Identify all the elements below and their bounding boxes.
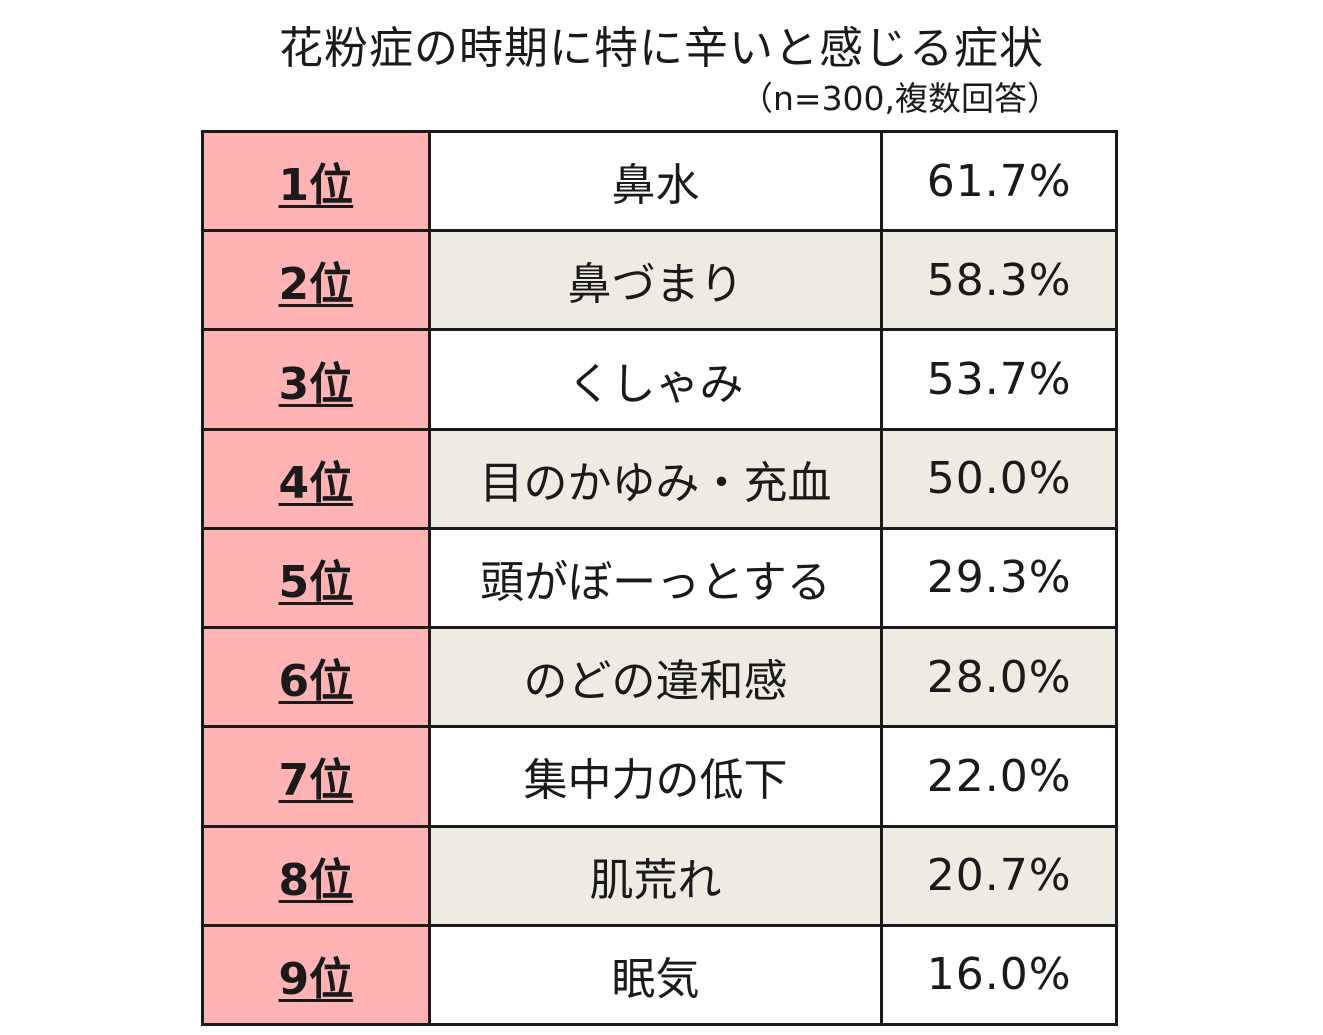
rank-cell: 4位: [201, 427, 431, 530]
percent-cell: 20.7%: [880, 824, 1118, 927]
table-row: 8位 肌荒れ 20.7%: [201, 824, 1118, 927]
symptom-cell: 鼻づまり: [427, 229, 884, 332]
symptom-cell: 肌荒れ: [427, 824, 884, 927]
chart-title: 花粉症の時期に特に辛いと感じる症状: [279, 23, 1044, 74]
rank-cell: 2位: [201, 229, 431, 332]
percent-cell: 53.7%: [880, 328, 1118, 431]
rank-cell: 5位: [201, 526, 431, 630]
percent-cell: 29.3%: [880, 526, 1118, 630]
symptom-cell: 鼻水: [427, 129, 884, 233]
table-row: 5位 頭がぼーっとする 29.3%: [201, 526, 1118, 630]
table-row: 2位 鼻づまり 58.3%: [201, 229, 1118, 332]
chart-subtitle: （n=300,複数回答）: [740, 79, 1061, 118]
ranking-table-body: 1位 鼻水 61.7% 2位 鼻づまり 58.3% 3位 くしゃみ 53.7% …: [201, 129, 1118, 1027]
percent-cell: 16.0%: [880, 923, 1118, 1027]
symptom-cell: くしゃみ: [427, 328, 884, 431]
rank-cell: 3位: [201, 328, 431, 431]
rank-cell: 6位: [201, 626, 431, 729]
table-row: 4位 目のかゆみ・充血 50.0%: [201, 427, 1118, 530]
percent-cell: 50.0%: [880, 427, 1118, 530]
rank-cell: 9位: [201, 923, 431, 1027]
table-row: 3位 くしゃみ 53.7%: [201, 328, 1118, 431]
symptom-cell: のどの違和感: [427, 626, 884, 729]
rank-cell: 1位: [201, 129, 431, 233]
percent-cell: 61.7%: [880, 129, 1118, 233]
rank-cell: 8位: [201, 824, 431, 927]
ranking-table: 1位 鼻水 61.7% 2位 鼻づまり 58.3% 3位 くしゃみ 53.7% …: [201, 129, 1118, 1027]
percent-cell: 28.0%: [880, 626, 1118, 729]
table-row: 6位 のどの違和感 28.0%: [201, 626, 1118, 729]
rank-cell: 7位: [201, 725, 431, 828]
percent-cell: 22.0%: [880, 725, 1118, 828]
percent-cell: 58.3%: [880, 229, 1118, 332]
table-row: 9位 眠気 16.0%: [201, 923, 1118, 1027]
table-row: 1位 鼻水 61.7%: [201, 129, 1118, 233]
symptom-cell: 頭がぼーっとする: [427, 526, 884, 630]
symptom-cell: 集中力の低下: [427, 725, 884, 828]
symptom-cell: 目のかゆみ・充血: [427, 427, 884, 530]
symptom-cell: 眠気: [427, 923, 884, 1027]
table-row: 7位 集中力の低下 22.0%: [201, 725, 1118, 828]
